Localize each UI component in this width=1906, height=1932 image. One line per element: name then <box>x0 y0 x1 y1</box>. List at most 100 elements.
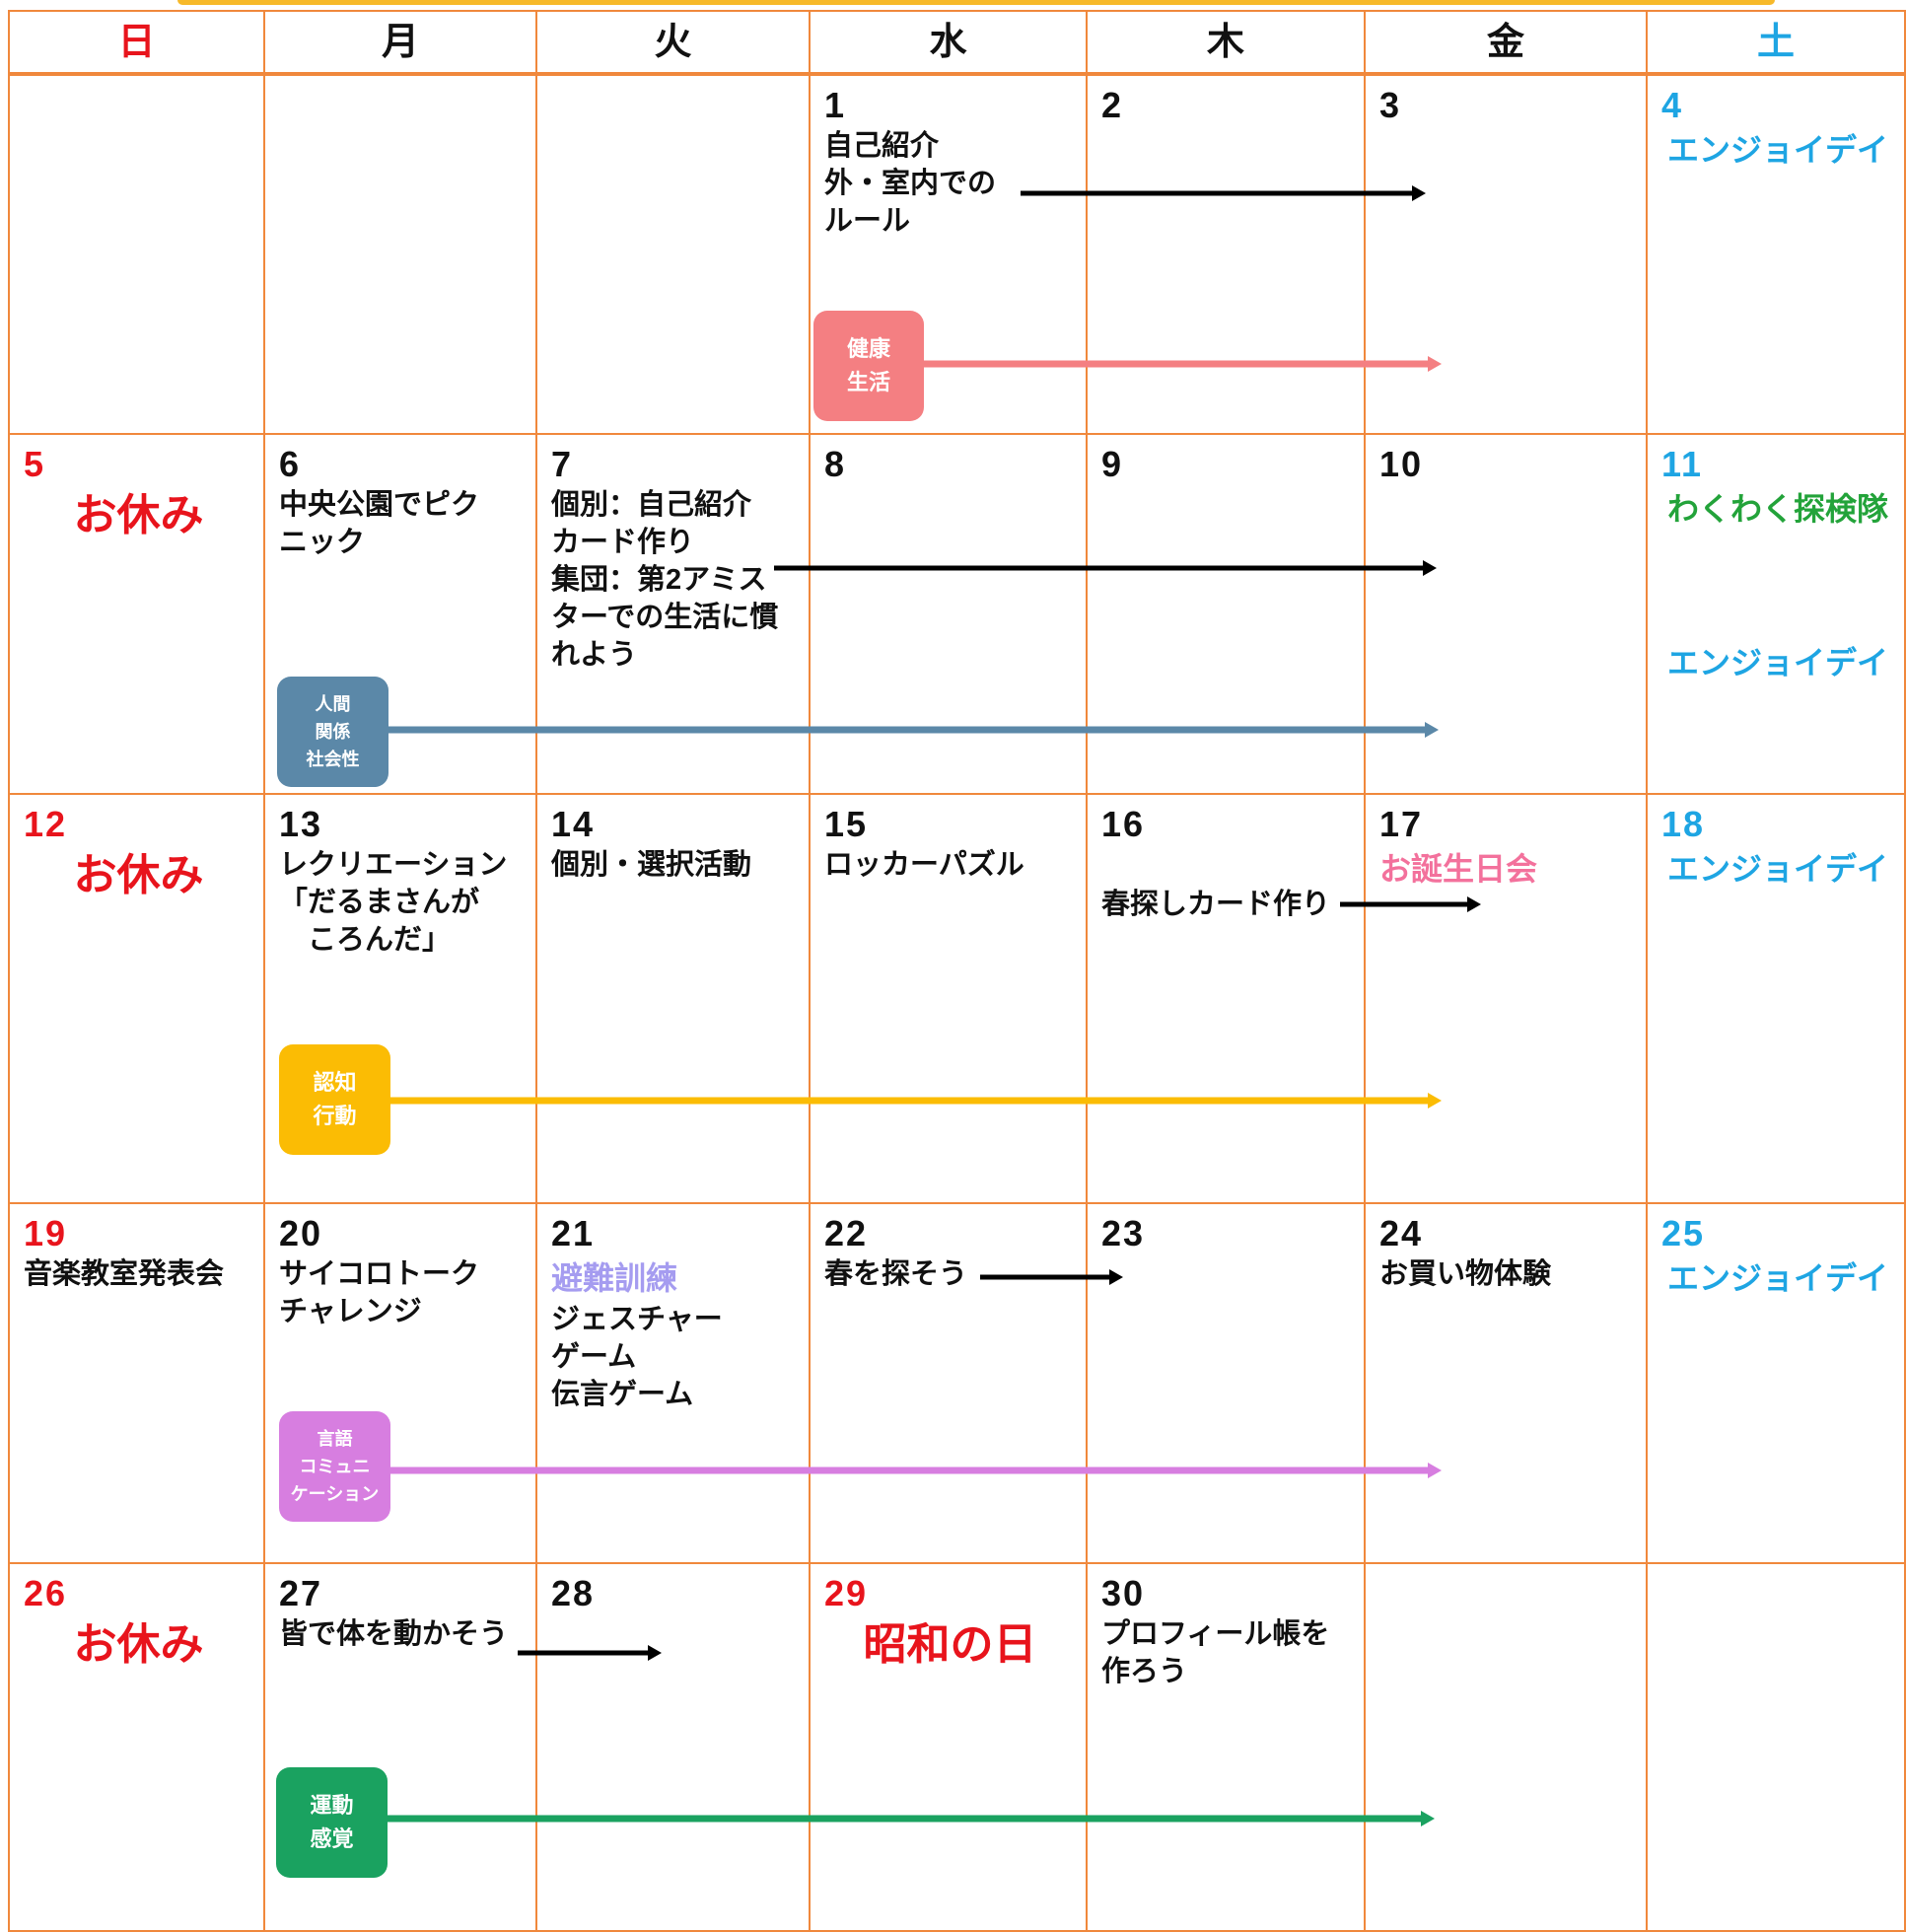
category-arrow-head <box>1421 1811 1435 1826</box>
category-arrow-head <box>1428 356 1442 372</box>
day-number: 16 <box>1101 804 1146 844</box>
event-text: 中央公園でピク <box>279 489 480 521</box>
weekday-header: 木 <box>1088 10 1366 76</box>
day-number: 29 <box>824 1573 869 1613</box>
day-cell: 16 春探しカード作り <box>1088 795 1366 1204</box>
day-cell: 8 <box>811 435 1088 795</box>
event-text: 「だるまさんが <box>279 887 480 918</box>
day-number: 13 <box>279 804 323 844</box>
day-number: 9 <box>1101 444 1124 484</box>
weekday-header: 火 <box>537 10 811 76</box>
period-arrow-head <box>1467 896 1481 912</box>
event-text: ゲーム <box>551 1341 637 1373</box>
tag-text: 言語 <box>317 1429 353 1449</box>
tag-text: 社会性 <box>306 750 360 769</box>
holiday-label: お休み <box>73 491 204 539</box>
period-arrow-head <box>1423 560 1437 576</box>
holiday-label: お休み <box>73 851 204 899</box>
day-number: 20 <box>279 1213 323 1253</box>
day-cell <box>1366 1564 1648 1932</box>
day-cell: 3 <box>1366 76 1648 435</box>
tag-text: 感覚 <box>310 1826 354 1851</box>
event-text: ころんだ」 <box>279 924 452 956</box>
category-tag: 認知 行動 <box>279 1044 390 1155</box>
day-number: 30 <box>1101 1573 1146 1613</box>
weekday-header: 土 <box>1648 10 1906 76</box>
category-tag: 言語コミュニケーション <box>279 1411 390 1522</box>
day-number: 8 <box>824 444 847 484</box>
day-number: 22 <box>824 1213 869 1253</box>
day-cell <box>1648 1564 1906 1932</box>
day-cell: 26 お休み <box>8 1564 265 1932</box>
event-text: サイコロトーク <box>279 1258 480 1290</box>
day-number: 7 <box>551 444 574 484</box>
event-text: 皆で体を動かそう <box>279 1618 509 1650</box>
event-text: ルール <box>824 205 911 237</box>
event-text: 個別・選択活動 <box>551 849 752 881</box>
event-text: レクリエーション <box>279 849 508 881</box>
day-number: 28 <box>551 1573 596 1613</box>
day-cell: 20 サイコロトーク チャレンジ <box>265 1204 537 1564</box>
weekday-header: 日 <box>8 10 265 76</box>
special-event: エンジョイデイ <box>1666 645 1888 680</box>
day-cell: 9 <box>1088 435 1366 795</box>
event-text: 春探しカード作り <box>1101 889 1331 920</box>
category-arrow-head <box>1428 1093 1442 1109</box>
day-number: 6 <box>279 444 302 484</box>
day-cell: 18 エンジョイデイ <box>1648 795 1906 1204</box>
event-text: 音楽教室発表会 <box>24 1258 225 1290</box>
event-text: ジェスチャー <box>551 1304 723 1335</box>
day-cell: 25 エンジョイデイ <box>1648 1204 1906 1564</box>
day-cell <box>265 76 537 435</box>
day-number: 17 <box>1379 804 1424 844</box>
tag-text: 健康 <box>846 336 890 361</box>
event-text: ロッカーパズル <box>824 849 1024 881</box>
weekday-header: 月 <box>265 10 537 76</box>
event-text: 外・室内での <box>824 168 997 199</box>
day-cell: 28 <box>537 1564 811 1932</box>
day-number: 11 <box>1661 444 1704 484</box>
day-cell: 1 自己紹介 外・室内での ルール <box>811 76 1088 435</box>
tag-text: コミュニ <box>299 1457 371 1476</box>
day-cell <box>537 76 811 435</box>
day-number: 14 <box>551 804 596 844</box>
tag-text: 生活 <box>846 370 890 394</box>
day-cell: 21 避難訓練 ジェスチャー ゲーム 伝言ゲーム <box>537 1204 811 1564</box>
event-text: 伝言ゲーム <box>551 1379 694 1410</box>
special-event: エンジョイデイ <box>1666 132 1888 168</box>
category-tag: 健康 生活 <box>813 311 924 421</box>
day-cell: 12 お休み <box>8 795 265 1204</box>
tag-text: 運動 <box>310 1793 354 1818</box>
event-text: 作ろう <box>1101 1656 1188 1687</box>
event-text: 集団：第2アミス <box>551 564 767 596</box>
tag-text: 人間 <box>315 694 351 714</box>
special-event: 避難訓練 <box>551 1260 678 1296</box>
day-cell <box>8 76 265 435</box>
day-number: 15 <box>824 804 869 844</box>
day-cell: 23 <box>1088 1204 1366 1564</box>
period-arrow-head <box>648 1645 662 1661</box>
event-text: ニック <box>279 527 366 558</box>
day-cell: 2 <box>1088 76 1366 435</box>
day-cell: 7 個別：自己紹介 カード作り 集団：第2アミス ターでの生活に慣 れよう <box>537 435 811 795</box>
day-cell: 5 お休み <box>8 435 265 795</box>
day-number: 3 <box>1379 85 1402 125</box>
day-cell: 6 中央公園でピク ニック <box>265 435 537 795</box>
day-number: 4 <box>1661 85 1684 125</box>
tag-text: ケーション <box>290 1484 380 1504</box>
day-cell: 13 レクリエーション 「だるまさんが ころんだ」 <box>265 795 537 1204</box>
tag-text: 行動 <box>313 1104 357 1128</box>
event-text: 自己紹介 <box>824 130 940 162</box>
day-cell: 11 わくわく探検隊 エンジョイデイ <box>1648 435 1906 795</box>
event-text: れよう <box>551 639 638 671</box>
category-tag: 人間 関係 社会性 <box>277 677 388 787</box>
day-cell: 24 お買い物体験 <box>1366 1204 1648 1564</box>
special-event: わくわく探検隊 <box>1666 491 1888 527</box>
day-cell: 4 エンジョイデイ <box>1648 76 1906 435</box>
category-tag: 運動 感覚 <box>276 1767 388 1878</box>
top-banner <box>177 0 1775 5</box>
day-cell: 19 音楽教室発表会 <box>8 1204 265 1564</box>
day-number: 18 <box>1661 804 1706 844</box>
holiday-label: お休み <box>73 1620 204 1669</box>
